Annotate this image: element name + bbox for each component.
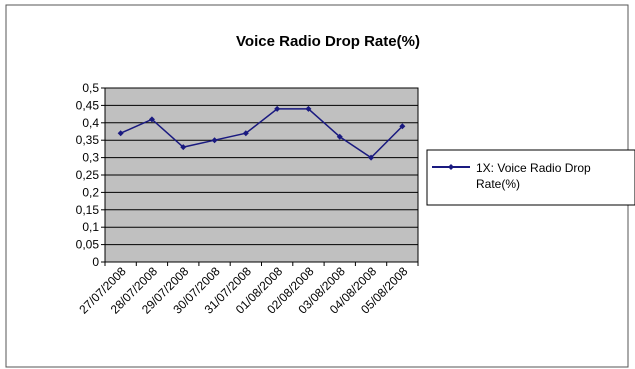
legend-label: 1X: Voice Radio Drop	[476, 161, 591, 175]
y-tick-label: 0,45	[76, 98, 100, 112]
y-tick-label: 0	[92, 255, 99, 269]
data-point	[368, 154, 375, 161]
y-tick-label: 0,3	[82, 151, 99, 165]
data-point	[399, 123, 406, 130]
data-point	[242, 130, 249, 137]
data-point	[117, 130, 124, 137]
data-point	[274, 105, 281, 112]
data-point	[211, 137, 218, 144]
data-point	[336, 133, 343, 140]
y-tick-label: 0,5	[82, 81, 99, 95]
y-tick-label: 0,4	[82, 116, 99, 130]
plot-area: 00,050,10,150,20,250,30,350,40,450,527/0…	[76, 81, 419, 317]
legend-label: Rate(%)	[476, 177, 520, 191]
y-tick-label: 0,1	[82, 220, 99, 234]
series-line	[120, 108, 403, 159]
legend-frame	[426, 149, 635, 206]
chart-title: Voice Radio Drop Rate(%)	[236, 33, 420, 50]
y-tick-label: 0,35	[76, 133, 100, 147]
data-point	[180, 144, 187, 151]
y-tick-label: 0,25	[76, 168, 100, 182]
data-point	[305, 105, 312, 112]
data-point	[148, 116, 155, 123]
y-tick-label: 0,15	[76, 203, 100, 217]
y-tick-label: 0,2	[82, 185, 99, 199]
legend: 1X: Voice Radio Drop Rate(%)	[426, 149, 635, 206]
legend-marker	[448, 164, 454, 170]
y-tick-label: 0,05	[76, 238, 100, 252]
